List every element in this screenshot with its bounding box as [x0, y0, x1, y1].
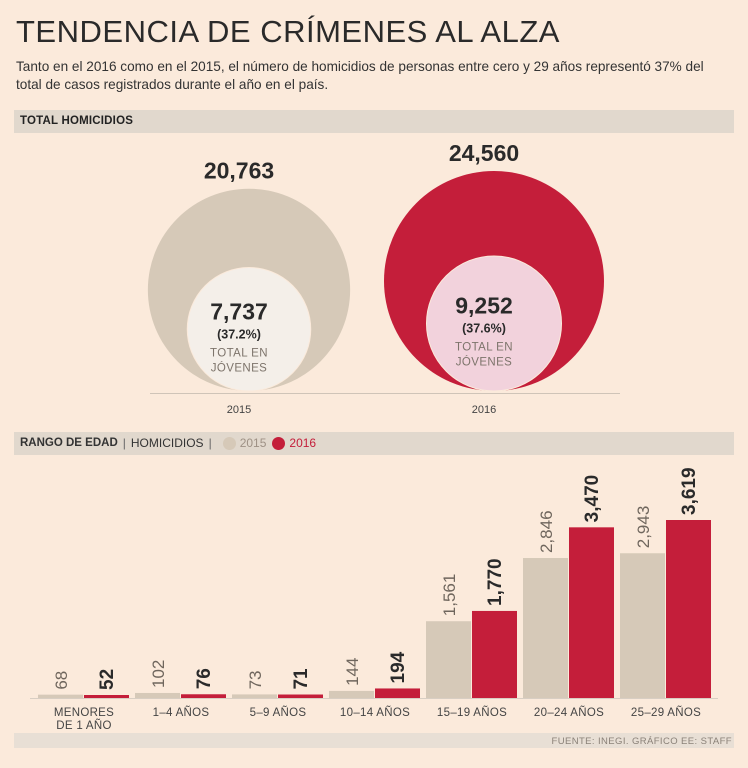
- bar-value-label-2016-6: 3,619: [679, 467, 700, 515]
- legend-separator: |: [122, 436, 126, 450]
- section-label-age: RANGO DE EDAD: [20, 437, 118, 449]
- category-label-3: 10–14 AÑOS: [340, 706, 410, 719]
- bar-2015-2: [232, 694, 277, 698]
- bar-2016-2: [278, 694, 323, 698]
- bar-2015-5: [523, 558, 568, 698]
- legend-separator-2: |: [208, 436, 212, 450]
- bubble-caption-line2-2016: JÓVENES: [456, 355, 512, 368]
- bar-2016-5: [569, 527, 614, 698]
- bar-2015-1: [135, 692, 180, 698]
- category-label-0: MENORES: [54, 707, 114, 719]
- bubble-youth-2016: [425, 255, 563, 392]
- category-label-1: 1–4 AÑOS: [153, 706, 210, 719]
- legend-label-2015: 2015: [239, 436, 267, 450]
- section-label-total: TOTAL HOMICIDIOS: [20, 115, 134, 127]
- bubble-youth-label-2015: 7,737: [210, 298, 268, 324]
- chart-legend: RANGO DE EDAD | HOMICIDIOS | 2015 2016: [20, 436, 316, 450]
- bar-value-label-2015-2: 73: [246, 670, 265, 689]
- bubble-youth-2015: [186, 267, 312, 392]
- bubble-total-label-2015: 20,763: [204, 158, 274, 184]
- bar-value-label-2015-6: 2,943: [634, 506, 653, 549]
- bar-value-label-2016-1: 76: [194, 668, 215, 689]
- source-note: FUENTE: INEGI. GRÁFICO EE: STAFF: [551, 736, 732, 747]
- bar-value-label-2016-2: 71: [291, 668, 312, 690]
- section-sublabel: HOMICIDIOS: [130, 436, 204, 450]
- legend-label-2016: 2016: [289, 436, 317, 450]
- bar-value-label-2016-0: 52: [97, 669, 118, 690]
- bar-2016-4: [472, 610, 517, 698]
- section-header-total: TOTAL HOMICIDIOS: [14, 110, 734, 133]
- bubble-caption-line2-2015: JÓVENES: [211, 361, 267, 374]
- bubble-caption-2016: TOTAL EN: [455, 341, 513, 353]
- bar-value-label-2015-5: 2,846: [537, 510, 556, 553]
- bubble-caption-2015: TOTAL EN: [210, 347, 268, 359]
- bar-value-label-2016-5: 3,470: [582, 475, 603, 523]
- bar-value-label-2015-3: 144: [343, 658, 362, 686]
- bar-2016-6: [666, 520, 711, 698]
- category-label-4: 15–19 AÑOS: [437, 706, 507, 719]
- bar-2016-3: [375, 688, 420, 698]
- bar-2016-0: [84, 695, 129, 698]
- bubble-total-label-2016: 24,560: [449, 140, 519, 166]
- legend-swatch-2016: [272, 436, 286, 450]
- page-title: TENDENCIA DE CRÍMENES AL ALZA: [16, 14, 560, 49]
- bar-value-label-2016-4: 1,770: [485, 558, 506, 606]
- bar-value-label-2015-4: 1,561: [440, 574, 459, 617]
- bar-value-label-2015-0: 68: [52, 671, 71, 690]
- bar-2015-3: [329, 690, 374, 698]
- source-band: [14, 733, 734, 748]
- bar-value-label-2016-3: 194: [388, 651, 409, 683]
- bubble-youth-label-2016: 9,252: [455, 292, 513, 318]
- bubble-year-label-2016: 2016: [472, 404, 496, 416]
- bar-2015-6: [620, 553, 665, 698]
- bar-value-label-2015-1: 102: [149, 660, 168, 688]
- bar-2015-0: [38, 694, 83, 698]
- bar-2015-4: [426, 621, 471, 698]
- bar-2016-1: [181, 694, 226, 698]
- category-label-0-line2: DE 1 AÑO: [56, 719, 111, 732]
- page-subtitle: Tanto en el 2016 como en el 2015, el núm…: [16, 59, 704, 92]
- legend-swatch-2015: [222, 436, 236, 450]
- bubble-pct-label-2015: (37.2%): [217, 327, 261, 341]
- bubble-chart: 20,763 7,737 (37.2%) TOTAL EN JÓVENES 2015 24,…: [147, 140, 620, 416]
- category-label-5: 20–24 AÑOS: [534, 706, 604, 719]
- category-label-6: 25–29 AÑOS: [631, 706, 701, 719]
- bubble-year-label-2015: 2015: [227, 404, 251, 416]
- bubble-pct-label-2016: (37.6%): [462, 321, 506, 335]
- category-label-2: 5–9 AÑOS: [250, 706, 307, 719]
- section-header-age: RANGO DE EDAD | HOMICIDIOS | 2015 2016: [14, 432, 734, 455]
